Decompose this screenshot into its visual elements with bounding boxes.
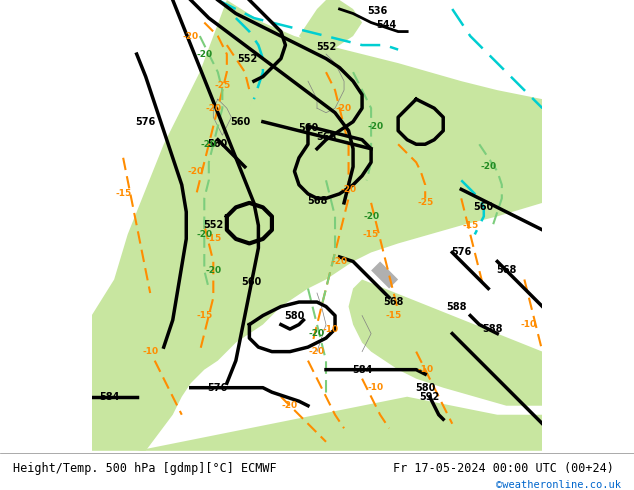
Text: -15: -15 <box>196 311 212 320</box>
Text: -10: -10 <box>323 324 339 334</box>
Text: ©weatheronline.co.uk: ©weatheronline.co.uk <box>496 480 621 490</box>
Text: -20: -20 <box>201 140 217 149</box>
Text: 536: 536 <box>368 6 388 16</box>
Text: 576: 576 <box>136 117 156 127</box>
Text: 560: 560 <box>242 277 262 287</box>
Text: -20: -20 <box>309 329 325 338</box>
Text: 588: 588 <box>446 301 467 312</box>
Polygon shape <box>137 397 543 451</box>
Polygon shape <box>91 0 543 451</box>
Text: -20: -20 <box>205 266 221 275</box>
Text: 544: 544 <box>377 20 397 30</box>
Text: 568: 568 <box>496 266 517 275</box>
Text: 560: 560 <box>298 123 318 133</box>
Text: -25: -25 <box>214 81 230 90</box>
Text: -15: -15 <box>385 311 402 320</box>
Text: 576: 576 <box>451 247 472 257</box>
Text: -20: -20 <box>480 162 496 171</box>
Text: 580: 580 <box>284 311 305 320</box>
Text: -20: -20 <box>205 104 221 113</box>
Text: -10: -10 <box>417 365 433 374</box>
Text: 576: 576 <box>208 383 228 392</box>
Polygon shape <box>349 279 543 406</box>
Text: 568: 568 <box>316 132 336 143</box>
Text: -20: -20 <box>340 185 356 194</box>
Polygon shape <box>299 0 362 54</box>
Text: -20: -20 <box>332 257 347 266</box>
Text: -10: -10 <box>368 383 384 392</box>
Text: 560: 560 <box>474 202 494 212</box>
Text: Fr 17-05-2024 00:00 UTC (00+24): Fr 17-05-2024 00:00 UTC (00+24) <box>393 462 614 475</box>
Text: -10: -10 <box>142 347 158 356</box>
Text: -20: -20 <box>197 230 212 239</box>
Text: 580: 580 <box>415 383 436 392</box>
Text: -20: -20 <box>197 49 212 59</box>
Text: -15: -15 <box>205 234 221 244</box>
Text: -20: -20 <box>368 122 384 131</box>
Text: -20: -20 <box>183 31 199 41</box>
Text: 552: 552 <box>203 220 223 230</box>
Text: 552: 552 <box>237 53 257 64</box>
Text: -25: -25 <box>417 198 433 207</box>
Text: 588: 588 <box>482 324 503 334</box>
Text: -20: -20 <box>187 167 204 176</box>
Text: 584: 584 <box>352 365 372 375</box>
Text: -20: -20 <box>309 347 325 356</box>
Polygon shape <box>371 262 398 289</box>
Text: 568: 568 <box>384 297 404 307</box>
Text: 552: 552 <box>316 42 336 52</box>
Text: 592: 592 <box>420 392 440 402</box>
Text: -20: -20 <box>363 212 379 221</box>
Text: -15: -15 <box>115 189 131 198</box>
Text: -20: -20 <box>282 401 298 410</box>
Text: 568: 568 <box>307 196 327 206</box>
Text: 584: 584 <box>100 392 120 402</box>
Text: Height/Temp. 500 hPa [gdmp][°C] ECMWF: Height/Temp. 500 hPa [gdmp][°C] ECMWF <box>13 462 276 475</box>
Text: -20: -20 <box>336 104 352 113</box>
Text: -10: -10 <box>521 320 537 329</box>
Text: -15: -15 <box>363 230 379 239</box>
Text: 560: 560 <box>230 117 250 127</box>
Text: -15: -15 <box>462 221 479 230</box>
Text: 560: 560 <box>208 139 228 149</box>
